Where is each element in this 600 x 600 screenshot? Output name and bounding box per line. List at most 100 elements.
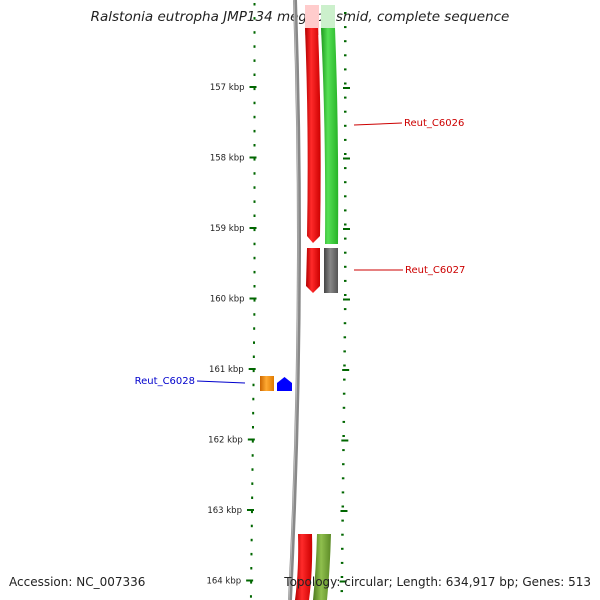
ruler-tick-label: 163 kbp [207,506,242,516]
ruler-minor-tick [344,209,347,212]
ruler-minor-tick [252,411,255,415]
ruler-minor-tick [344,138,347,141]
accession-label: Accession: NC_007336 [9,575,146,589]
ruler-minor-tick [253,228,256,232]
ruler-minor-ticks-inner [249,3,256,598]
ruler-major-tick-outer [343,228,350,230]
ruler-minor-tick [342,463,345,466]
ruler-minor-tick [344,294,347,296]
ruler-minor-tick [253,73,256,76]
ruler-minor-tick [252,355,255,358]
ruler-minor-tick [251,468,254,471]
ruler-minor-tick [341,533,344,536]
ruler-minor-tick [253,299,256,302]
ruler-minor-tick [253,115,256,119]
ruler-minor-tick [253,17,256,20]
ruler-minor-tick [250,510,253,514]
ruler-minor-tick [343,336,347,339]
ruler-major-tick-outer [340,510,348,512]
ruler-minor-tick [253,214,256,217]
ruler-minor-tick [253,256,256,260]
ruler-minor-tick [341,491,345,494]
gene-bottom-cds[interactable] [295,534,313,600]
ruler-tick-label: 157 kbp [210,83,245,93]
ruler-minor-tick [344,237,347,240]
ruler-major-tick [249,156,257,159]
ruler-minor-tick [253,31,256,34]
ruler-minor-tick [250,538,253,542]
ruler-minor-tick [342,449,345,452]
ruler-minor-tick [342,392,346,395]
feature-shadow-red [305,5,319,35]
ruler-minor-tick [343,364,346,367]
ruler-minor-tick [341,519,344,522]
ruler-major-tick-outer [342,369,350,371]
ruler-minor-tick [340,561,344,564]
gene-reut-c6028-cds[interactable] [260,376,274,391]
ruler-minor-tick [251,440,254,443]
gene-reut-c6027-cds[interactable] [306,248,320,293]
plasmid-backbone [288,0,301,600]
ruler-minor-tick [252,383,255,387]
gene-label-reut-c6027[interactable]: Reut_C6027 [405,265,465,276]
ruler-minor-tick [344,26,347,29]
ruler-major-tick-outer [339,580,347,583]
ruler-minor-tick [342,406,346,409]
ruler-minor-tick [342,420,346,423]
ruler-minor-tick [253,87,256,91]
ruler-minor-tick [344,153,347,155]
gene-reut-c6026-cog[interactable] [321,28,339,244]
ruler-minor-tick [252,369,255,373]
ruler-minor-tick [341,477,345,480]
ruler-major-tick-outer [343,298,350,301]
ruler-major-tick [249,86,257,88]
ruler-minor-tick [343,378,346,381]
ruler-minor-tick [253,144,256,147]
gene-reut-c6027-cog[interactable] [324,248,338,293]
ruler-major-tick [246,579,254,582]
gene-label-reut-c6026[interactable]: Reut_C6026 [404,118,464,129]
ruler-minor-tick [253,129,256,133]
ruler-minor-tick [250,567,253,570]
gene-label-reut-c6028[interactable]: Reut_C6028 [135,376,195,387]
ruler-tick-label: 159 kbp [210,224,245,234]
ruler-minor-tick [253,3,256,6]
ruler-minor-tick [344,82,347,85]
ruler-major-tick [248,368,256,370]
ruler-major-tick-outer [343,157,350,160]
ruler-minor-tick [249,595,252,598]
ruler-minor-tick [253,45,256,48]
ruler-tick-label: 160 kbp [210,295,245,305]
ruler-minor-tick [343,308,347,311]
label-line-reut-c6028 [196,380,246,384]
ruler-minor-tick [251,454,254,457]
ruler-tick-label: 158 kbp [210,154,245,164]
ruler-major-tick [246,509,254,511]
ruler-minor-tick [344,96,347,99]
ruler-minor-tick [343,322,347,325]
ruler-minor-tick [251,496,254,499]
ruler-minor-tick [344,124,347,127]
ruler-major-ticks: 157 kbp 158 kbp 159 kbp 160 kbp 161 kbp 162 k… [206,83,350,587]
ruler-minor-tick [340,576,344,578]
ruler-minor-tick [251,482,254,485]
ruler-minor-tick [253,101,256,105]
ruler-minor-tick [253,313,256,316]
ruler-minor-tick [344,195,347,198]
ruler-minor-tick [253,200,256,203]
ruler-minor-tick [344,54,347,57]
ruler-major-tick [249,227,257,229]
ruler-minor-tick [340,590,344,593]
ruler-minor-tick [253,270,256,274]
ruler-major-tick [247,438,255,441]
ruler-minor-tick [253,285,256,288]
gene-reut-c6026-cds[interactable] [305,28,321,243]
ruler-minor-tick [250,552,253,556]
ruler-major-tick-outer [341,439,349,442]
gene-reut-c6028-cog[interactable] [277,377,292,391]
gene-bottom-cog[interactable] [313,534,331,600]
ruler-major-tick-outer [343,87,350,89]
ruler-minor-tick [344,110,347,113]
ruler-minor-tick [343,350,346,353]
ruler-tick-label: 162 kbp [208,436,243,446]
